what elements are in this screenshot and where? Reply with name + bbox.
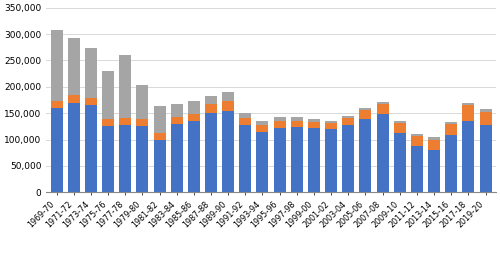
- Bar: [308, 121, 320, 128]
- Bar: [325, 123, 337, 129]
- Bar: [240, 125, 252, 192]
- Bar: [274, 128, 285, 192]
- Bar: [240, 118, 252, 125]
- Bar: [85, 48, 97, 98]
- Bar: [480, 125, 492, 192]
- Bar: [222, 111, 234, 192]
- Bar: [154, 106, 166, 133]
- Bar: [480, 112, 492, 125]
- Bar: [480, 109, 492, 112]
- Bar: [50, 30, 62, 101]
- Bar: [170, 124, 182, 192]
- Bar: [188, 121, 200, 192]
- Bar: [376, 101, 388, 104]
- Bar: [291, 117, 303, 120]
- Bar: [154, 139, 166, 192]
- Bar: [205, 113, 217, 192]
- Bar: [222, 92, 234, 101]
- Bar: [308, 128, 320, 192]
- Bar: [102, 126, 114, 192]
- Bar: [136, 119, 148, 126]
- Bar: [50, 101, 62, 108]
- Bar: [462, 105, 474, 121]
- Bar: [102, 119, 114, 126]
- Bar: [291, 120, 303, 127]
- Bar: [256, 125, 268, 132]
- Bar: [411, 134, 423, 136]
- Bar: [428, 138, 440, 139]
- Bar: [291, 127, 303, 192]
- Bar: [411, 136, 423, 146]
- Bar: [154, 133, 166, 139]
- Bar: [274, 117, 285, 121]
- Bar: [394, 123, 406, 133]
- Bar: [445, 135, 457, 192]
- Bar: [462, 121, 474, 192]
- Bar: [445, 121, 457, 124]
- Bar: [205, 96, 217, 104]
- Bar: [274, 121, 285, 128]
- Bar: [394, 120, 406, 123]
- Bar: [342, 118, 354, 125]
- Bar: [256, 121, 268, 125]
- Bar: [360, 110, 372, 119]
- Bar: [68, 38, 80, 95]
- Bar: [428, 150, 440, 192]
- Bar: [342, 125, 354, 192]
- Bar: [222, 101, 234, 111]
- Bar: [394, 133, 406, 192]
- Bar: [136, 85, 148, 119]
- Bar: [308, 119, 320, 121]
- Bar: [240, 113, 252, 118]
- Bar: [325, 129, 337, 192]
- Bar: [136, 126, 148, 192]
- Bar: [342, 116, 354, 118]
- Bar: [411, 146, 423, 192]
- Bar: [188, 114, 200, 121]
- Bar: [170, 117, 182, 124]
- Bar: [376, 104, 388, 114]
- Bar: [428, 139, 440, 150]
- Bar: [170, 104, 182, 117]
- Bar: [50, 108, 62, 192]
- Bar: [68, 103, 80, 192]
- Bar: [325, 120, 337, 123]
- Bar: [68, 95, 80, 103]
- Bar: [85, 98, 97, 105]
- Bar: [102, 71, 114, 119]
- Bar: [462, 103, 474, 105]
- Bar: [119, 125, 131, 192]
- Bar: [85, 105, 97, 192]
- Bar: [256, 132, 268, 192]
- Bar: [360, 119, 372, 192]
- Bar: [376, 114, 388, 192]
- Bar: [119, 54, 131, 118]
- Bar: [119, 118, 131, 125]
- Bar: [188, 101, 200, 114]
- Bar: [360, 108, 372, 110]
- Bar: [445, 124, 457, 135]
- Bar: [205, 104, 217, 113]
